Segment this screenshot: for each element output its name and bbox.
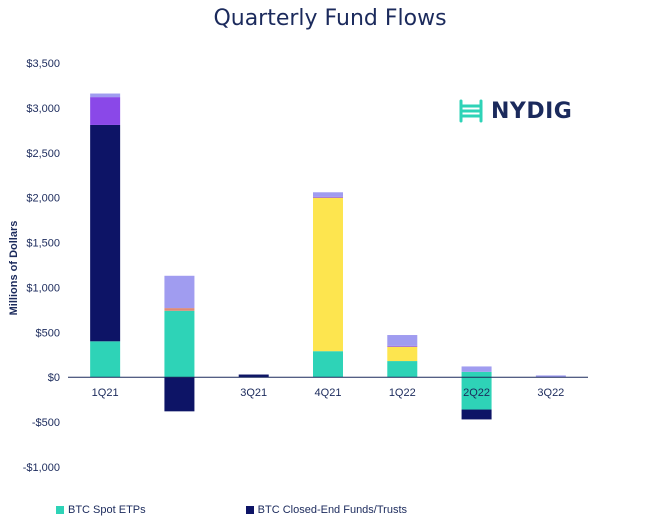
y-tick-label: $1,000 bbox=[26, 282, 60, 294]
y-tick-label: $1,500 bbox=[26, 238, 60, 250]
bar-segment bbox=[90, 124, 121, 342]
y-tick-label: $2,000 bbox=[26, 193, 60, 205]
legend-label-closed-end-funds: BTC Closed-End Funds/Trusts bbox=[257, 504, 408, 516]
x-axis-ticks: 1Q21 3Q21 4Q21 1Q22 2Q22 3Q22 bbox=[92, 387, 565, 399]
x-tick-label: 2Q22 bbox=[463, 387, 490, 399]
bar-segment bbox=[387, 345, 418, 347]
legend-label-spot-etps: BTC Spot ETPs bbox=[68, 504, 146, 516]
x-tick-label: 1Q21 bbox=[92, 387, 119, 399]
x-tick-label: 3Q22 bbox=[537, 387, 564, 399]
bar-segment bbox=[90, 341, 121, 378]
legend-item-spot-etps: BTC Spot ETPs bbox=[56, 504, 146, 516]
y-tick-label: $500 bbox=[36, 327, 60, 339]
y-tick-label: $3,000 bbox=[26, 103, 60, 115]
bar-segment bbox=[461, 366, 492, 372]
y-tick-label: $0 bbox=[48, 372, 60, 384]
y-axis-ticks: -$1,000 -$500 $0 $500 $1,000 $1,500 $2,000 $2,5… bbox=[23, 58, 60, 474]
x-tick-label: 3Q21 bbox=[240, 387, 267, 399]
bar-segment bbox=[387, 335, 418, 346]
bar-segment-negative bbox=[461, 409, 492, 420]
y-axis-label: Millions of Dollars bbox=[8, 221, 20, 316]
bar-segment bbox=[313, 351, 343, 378]
nydig-logo: NYDIG bbox=[457, 96, 572, 126]
x-tick-label: 1Q22 bbox=[389, 387, 416, 399]
bar-segment bbox=[313, 197, 343, 352]
bar-segment bbox=[164, 310, 195, 378]
bar-segment bbox=[461, 371, 492, 378]
bars bbox=[90, 93, 566, 420]
chart-title: Quarterly Fund Flows bbox=[213, 6, 447, 31]
bar-segment bbox=[164, 308, 195, 311]
legend: BTC Spot ETPs BTC Closed-End Funds/Trust… bbox=[56, 504, 407, 516]
bar-segment-negative bbox=[164, 377, 195, 412]
logo-text: NYDIG bbox=[491, 98, 573, 124]
legend-item-closed-end-funds: BTC Closed-End Funds/Trusts bbox=[245, 504, 408, 516]
bar-segment bbox=[90, 97, 121, 125]
y-tick-label: $3,500 bbox=[26, 58, 60, 70]
bar-segment bbox=[313, 192, 343, 197]
y-tick-label: $2,500 bbox=[26, 148, 60, 160]
bar-segment bbox=[238, 374, 269, 378]
y-tick-label: -$1,000 bbox=[23, 462, 60, 474]
legend-swatch-closed-end-funds bbox=[245, 506, 254, 514]
bar-segment bbox=[90, 93, 121, 98]
bar-segment bbox=[387, 361, 418, 378]
bar-segment-negative bbox=[461, 377, 492, 410]
x-tick-label: 4Q21 bbox=[315, 387, 342, 399]
legend-swatch-spot-etps bbox=[56, 506, 64, 514]
bar-segment bbox=[313, 196, 343, 198]
y-tick-label: -$500 bbox=[32, 417, 60, 429]
bar-segment bbox=[535, 375, 566, 378]
bar-segment bbox=[164, 275, 195, 309]
nydig-logo-icon bbox=[459, 99, 483, 123]
bar-segment bbox=[387, 346, 418, 362]
